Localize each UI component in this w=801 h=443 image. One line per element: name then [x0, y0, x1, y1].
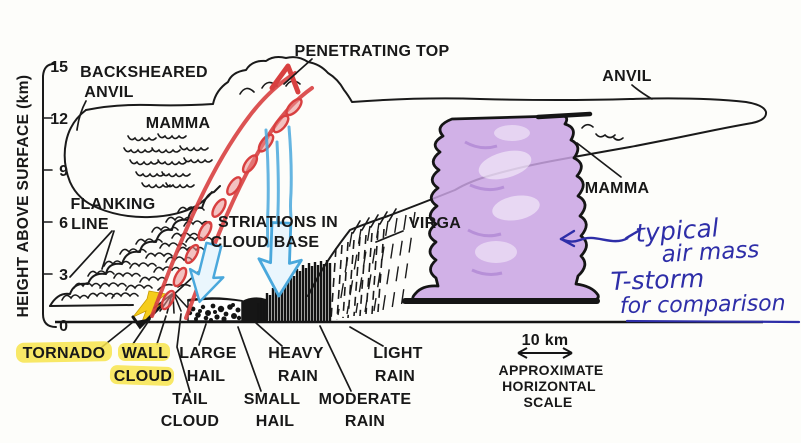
scale-double-arrow [517, 347, 573, 359]
annotation-arrowhead [559, 229, 576, 248]
axis-tick-marks [42, 117, 53, 275]
mamma-right-leader [576, 142, 622, 178]
large-hail-label-1: LARGE [179, 345, 237, 362]
annotation-line-3: T-storm [610, 264, 704, 296]
tail-cloud-label-2: CLOUD [161, 413, 219, 430]
virga-label: VIRGA [409, 215, 461, 232]
height-axis: 15 12 9 6 3 0 HEIGHT ABOVE SURFACE (km) [15, 59, 68, 335]
small-hail-label-1: SMALL [244, 391, 301, 408]
moderate-rain-leader [319, 325, 352, 392]
highlighter-marks [15, 341, 175, 386]
flanking-label-1: FLANKING [70, 196, 155, 213]
flanking-label-2: LINE [71, 216, 109, 233]
mamma-right-label: MAMMA [585, 180, 650, 197]
virga-leader [375, 230, 404, 243]
heavy-rain-streaks [256, 260, 332, 321]
wall-label-2: CLOUD [114, 368, 172, 385]
tstorm-light-patches [475, 125, 540, 263]
small-hail-leader [237, 326, 262, 392]
anvil-right-label: ANVIL [602, 68, 652, 85]
small-hail-label-2: HAIL [256, 413, 295, 430]
penetrating-top-leader [283, 58, 313, 85]
backsheared-label-1: BACKSHEARED [80, 64, 208, 81]
mamma-left-texture [123, 133, 213, 189]
wall-label-1: WALL [122, 345, 169, 362]
large-hail-label-2: HAIL [187, 368, 226, 385]
axis-tick-3: 3 [59, 267, 68, 284]
backsheared-label-2: ANVIL [84, 84, 134, 101]
annotation-line-2: air mass [661, 237, 760, 268]
tail-cloud-label-1: TAIL [172, 391, 208, 408]
penetrating-top-label: PENETRATING TOP [294, 43, 449, 60]
heavy-rain-label-1: HEAVY [268, 345, 323, 362]
scale-caption-3: SCALE [524, 394, 573, 410]
backsheared-leader [76, 100, 87, 131]
axis-tick-15: 15 [50, 59, 68, 76]
updraft-arrowhead [269, 63, 301, 95]
large-hail-leader [198, 323, 207, 346]
axis-bracket [42, 63, 57, 328]
mamma-left-label: MAMMA [146, 115, 211, 132]
axis-tick-12: 12 [50, 111, 68, 128]
airmass-tstorm [402, 111, 600, 304]
axis-tick-0: 0 [59, 318, 68, 335]
scale-distance: 10 km [522, 332, 569, 349]
annotation-line-4: for comparison [620, 291, 786, 319]
tstorm-texture [464, 140, 505, 276]
tornado-label: TORNADO [23, 345, 106, 362]
virga-hatch [352, 208, 397, 234]
anvil-right-leader [631, 84, 653, 100]
heavy-rain-leader [255, 322, 283, 347]
flanking-leaders [69, 230, 115, 278]
scale-caption-1: APPROXIMATE [499, 362, 604, 378]
axis-title: HEIGHT ABOVE SURFACE (km) [15, 75, 32, 318]
striations-label-1: STRIATIONS IN [218, 214, 338, 231]
scale-caption-2: HORIZONTAL [502, 378, 596, 394]
supercell-outline [63, 56, 768, 297]
axis-tick-6: 6 [59, 215, 68, 232]
moderate-rain-streaks [330, 228, 385, 321]
annotation-line-1: typical [634, 213, 719, 248]
striations-label-2: CLOUD BASE [211, 234, 320, 251]
updraft-left-edge [150, 71, 297, 318]
light-rain-label-1: LIGHT [373, 345, 423, 362]
mamma-right-texture [581, 123, 624, 141]
downdraft [181, 125, 305, 308]
wall-cloud-leaders [132, 315, 167, 345]
precipitation [187, 208, 416, 322]
light-rain-label-2: RAIN [375, 368, 415, 385]
flanking-line-cloud [49, 185, 221, 307]
tail-cloud-leader [176, 313, 191, 393]
heavy-rain-label-2: RAIN [278, 368, 318, 385]
moderate-rain-label-2: RAIN [345, 413, 385, 430]
axis-tick-9: 9 [59, 163, 68, 180]
tstorm-top-stroke [535, 111, 593, 120]
scale-legend: 10 km APPROXIMATE HORIZONTAL SCALE [499, 332, 604, 410]
flanking-base [49, 304, 134, 307]
wall-highlight [118, 343, 170, 361]
handwritten-annotation: typical air mass T-storm for comparison [559, 213, 801, 324]
moderate-rain-label-1: MODERATE [319, 391, 412, 408]
annotation-arrow [559, 228, 642, 243]
tornado-tip [136, 319, 147, 327]
light-rain-leader [349, 326, 384, 347]
cloud-highlight [109, 365, 175, 386]
tornado-highlight [15, 341, 113, 363]
annotation-underline [625, 319, 801, 324]
printed-labels: PENETRATING TOP BACKSHEARED ANVIL MAMMA … [23, 43, 652, 430]
